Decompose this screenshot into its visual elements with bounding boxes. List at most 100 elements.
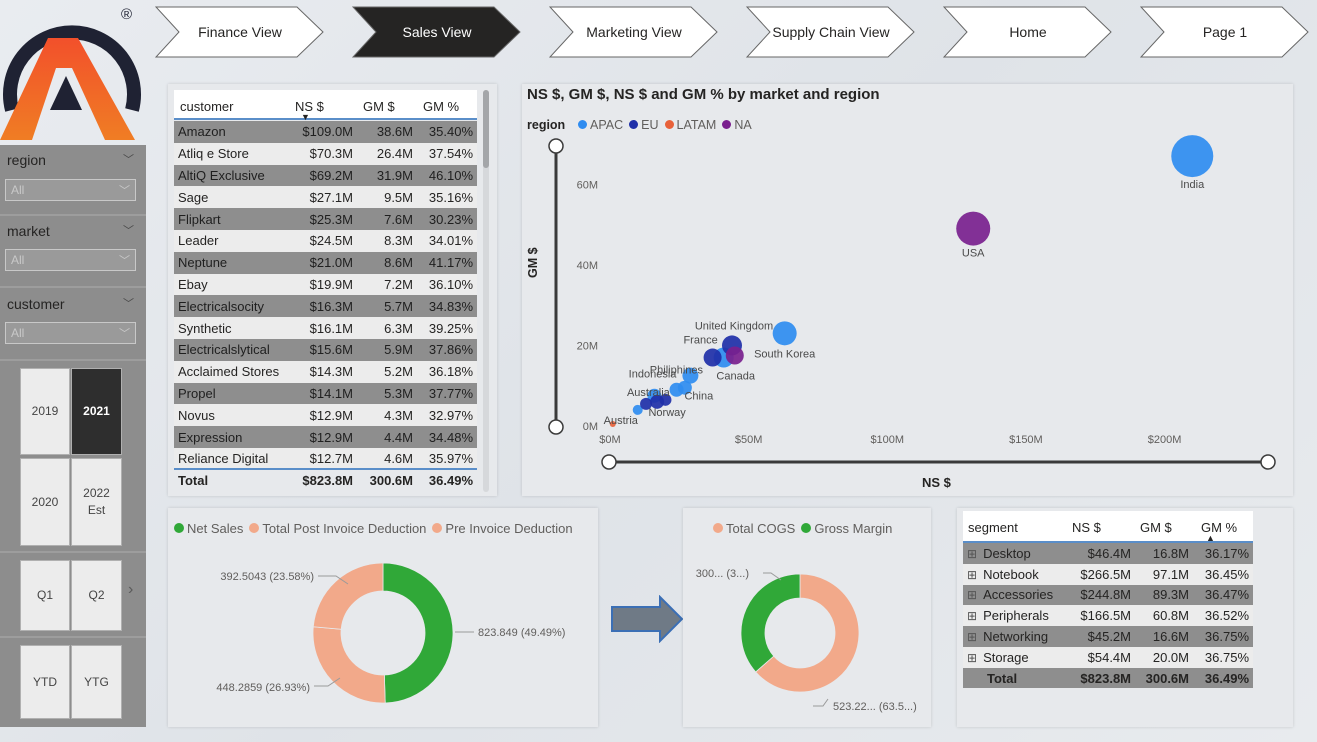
y-slider-handle-bottom[interactable] — [548, 419, 564, 435]
ytd-button[interactable]: YTD — [20, 645, 70, 719]
nav-finance-view-button[interactable]: Finance View — [155, 6, 325, 58]
table-row[interactable]: Neptune $21.0M 8.6M 41.17% — [174, 251, 477, 274]
table-row[interactable]: ⊞ Storage $54.4M 20.0M 36.75% — [963, 646, 1253, 668]
table-row[interactable]: Synthetic $16.1M 6.3M 39.25% — [174, 317, 477, 339]
ns-cell: $27.1M — [287, 186, 357, 209]
scatter-point[interactable] — [632, 404, 643, 415]
header-ns[interactable]: NS $ — [295, 99, 324, 114]
scatter-point[interactable] — [677, 380, 692, 395]
chevron-down-icon[interactable]: ﹀ — [123, 298, 134, 310]
table-row[interactable]: Sage $27.1M 9.5M 35.16% — [174, 186, 477, 209]
header-gm[interactable]: GM $ — [363, 99, 395, 114]
expand-icon[interactable]: ⊞ — [967, 650, 978, 665]
header-gm[interactable]: GM $ — [1140, 520, 1172, 535]
scatter-point[interactable] — [956, 211, 991, 246]
ytg-button[interactable]: YTG — [71, 645, 122, 719]
table-row[interactable]: Expression $12.9M 4.4M 34.48% — [174, 426, 477, 448]
table-row[interactable]: Novus $12.9M 4.3M 32.97% — [174, 404, 477, 427]
donut-slice[interactable] — [740, 573, 801, 673]
scatter-point[interactable] — [772, 321, 797, 346]
legend-item[interactable]: Total Post Invoice Deduction — [249, 521, 426, 536]
chevron-down-icon[interactable]: ﹀ — [123, 154, 134, 166]
nav-sales-view-button[interactable]: Sales View — [352, 6, 522, 58]
nav-marketing-view-button[interactable]: Marketing View — [549, 6, 719, 58]
segment-cell: Networking — [983, 629, 1049, 645]
table-row[interactable]: ⊞ Desktop $46.4M 16.8M 36.17% — [963, 543, 1253, 564]
chevron-down-icon[interactable]: ﹀ — [123, 225, 134, 237]
gm-cell: 38.6M — [357, 121, 417, 143]
table-row[interactable]: Atliq e Store $70.3M 26.4M 37.54% — [174, 142, 477, 165]
scatter-point[interactable] — [703, 348, 722, 367]
region-dropdown[interactable]: All ﹀ — [5, 179, 136, 201]
legend-item[interactable]: EU — [629, 118, 659, 132]
year-2020-button[interactable]: 2020 — [20, 458, 70, 546]
table-row[interactable]: Reliance Digital $12.7M 4.6M 35.97% — [174, 447, 477, 470]
year-2022-est-button[interactable]: 2022 Est — [71, 458, 122, 546]
deductions-donut[interactable]: 823.849 (49.49%) 448.2859 (26.93%) 392.504… — [168, 508, 598, 727]
legend-item[interactable]: Pre Invoice Deduction — [432, 521, 573, 536]
table-row[interactable]: Electricalsocity $16.3M 5.7M 34.83% — [174, 295, 477, 318]
scatter-point[interactable] — [725, 346, 744, 365]
donut-slice[interactable] — [312, 562, 384, 630]
y-slider-handle-top[interactable] — [548, 138, 564, 154]
donut-slice[interactable] — [755, 573, 860, 693]
expand-icon[interactable]: ⊞ — [967, 567, 978, 582]
x-slider-handle-right[interactable] — [1260, 454, 1276, 470]
nav-page-1-button[interactable]: Page 1 — [1140, 6, 1310, 58]
donut-slice[interactable] — [312, 626, 386, 704]
expand-icon[interactable]: ⊞ — [967, 609, 978, 624]
divider — [0, 636, 146, 638]
x-slider-handle-left[interactable] — [601, 454, 617, 470]
year-2021-button[interactable]: 2021 — [71, 368, 122, 455]
quarter-q2-button[interactable]: Q2 — [71, 560, 122, 631]
chevron-right-icon[interactable]: › — [128, 581, 134, 598]
scatter-point[interactable] — [682, 367, 699, 384]
table-row[interactable]: AltiQ Exclusive $69.2M 31.9M 46.10% — [174, 164, 477, 187]
quarter-q1-button[interactable]: Q1 — [20, 560, 70, 631]
scatter-plot[interactable]: 0M 20M 40M 60M $0M $50M $100M $150M $200M India So… — [522, 84, 1293, 496]
table-row[interactable]: ⊞ Accessories $244.8M 89.3M 36.47% — [963, 584, 1253, 606]
legend-item[interactable]: Total COGS — [713, 521, 795, 536]
leader-line — [314, 677, 341, 687]
cogs-donut[interactable]: 523.22... (63.5...) 300... (3...) — [683, 508, 931, 727]
header-gm-pct[interactable]: GM % — [423, 99, 460, 114]
legend-item[interactable]: Gross Margin — [801, 521, 892, 536]
legend-item[interactable]: LATAM — [664, 118, 716, 132]
gm-cell: 5.7M — [357, 295, 417, 318]
expand-icon[interactable]: ⊞ — [967, 630, 978, 645]
legend-item[interactable]: APAC — [578, 118, 623, 132]
table-row[interactable]: Electricalslytical $15.6M 5.9M 37.86% — [174, 338, 477, 361]
customer-cell: Neptune — [174, 251, 287, 274]
nav-home-button[interactable]: Home — [943, 6, 1113, 58]
header-segment[interactable]: segment — [968, 520, 1018, 535]
customer-dropdown[interactable]: All ﹀ — [5, 322, 136, 344]
expand-icon[interactable]: ⊞ — [967, 588, 978, 603]
expand-icon[interactable]: ⊞ — [967, 546, 978, 561]
legend-item[interactable]: Net Sales — [174, 521, 243, 536]
table-row[interactable]: Amazon $109.0M 38.6M 35.40% — [174, 121, 477, 143]
scatter-point[interactable] — [609, 420, 616, 427]
year-2019-button[interactable]: 2019 — [20, 368, 70, 455]
scatter-point[interactable] — [1171, 135, 1214, 178]
table-row[interactable]: Ebay $19.9M 7.2M 36.10% — [174, 273, 477, 296]
header-customer[interactable]: customer — [180, 99, 234, 114]
legend-item[interactable]: NA — [722, 118, 752, 132]
segment-cell: Desktop — [983, 545, 1031, 561]
table-row[interactable]: Acclaimed Stores $14.3M 5.2M 36.18% — [174, 360, 477, 383]
table-row[interactable]: Flipkart $25.3M 7.6M 30.23% — [174, 208, 477, 230]
scatter-point[interactable] — [659, 393, 672, 406]
customer-cell: Ebay — [174, 273, 287, 296]
table-row[interactable]: Propel $14.1M 5.3M 37.77% — [174, 382, 477, 405]
market-dropdown[interactable]: All ﹀ — [5, 249, 136, 271]
table-row[interactable]: ⊞ Networking $45.2M 16.6M 36.75% — [963, 626, 1253, 647]
header-gm-pct[interactable]: GM % — [1201, 520, 1238, 535]
nav-supply-chain-view-button[interactable]: Supply Chain View — [746, 6, 916, 58]
table-row[interactable]: Leader $24.5M 8.3M 34.01% — [174, 229, 477, 252]
scrollbar-thumb[interactable] — [483, 90, 489, 168]
scrollbar-track[interactable] — [483, 90, 489, 492]
donut-slice[interactable] — [382, 562, 454, 704]
header-ns[interactable]: NS $ — [1072, 520, 1101, 535]
table-row[interactable]: ⊞ Peripherals $166.5M 60.8M 36.52% — [963, 605, 1253, 627]
table-row[interactable]: ⊞ Notebook $266.5M 97.1M 36.45% — [963, 563, 1253, 585]
scatter-point[interactable] — [640, 397, 653, 410]
